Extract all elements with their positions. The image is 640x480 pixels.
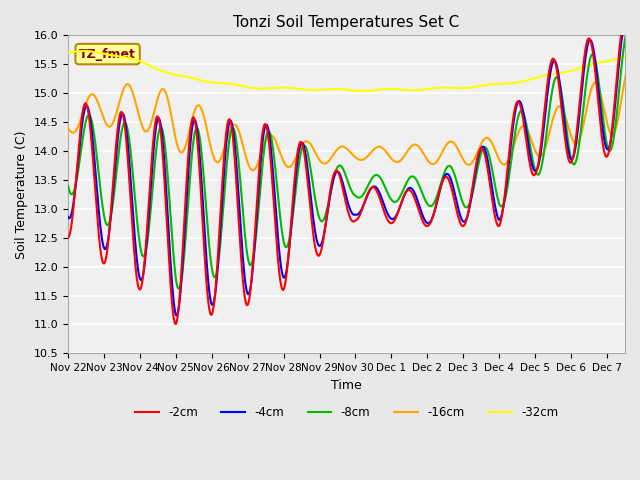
Title: Tonzi Soil Temperatures Set C: Tonzi Soil Temperatures Set C (234, 15, 460, 30)
Legend: -2cm, -4cm, -8cm, -16cm, -32cm: -2cm, -4cm, -8cm, -16cm, -32cm (130, 401, 563, 424)
Y-axis label: Soil Temperature (C): Soil Temperature (C) (15, 130, 28, 259)
X-axis label: Time: Time (331, 379, 362, 392)
Text: TZ_fmet: TZ_fmet (79, 48, 136, 60)
